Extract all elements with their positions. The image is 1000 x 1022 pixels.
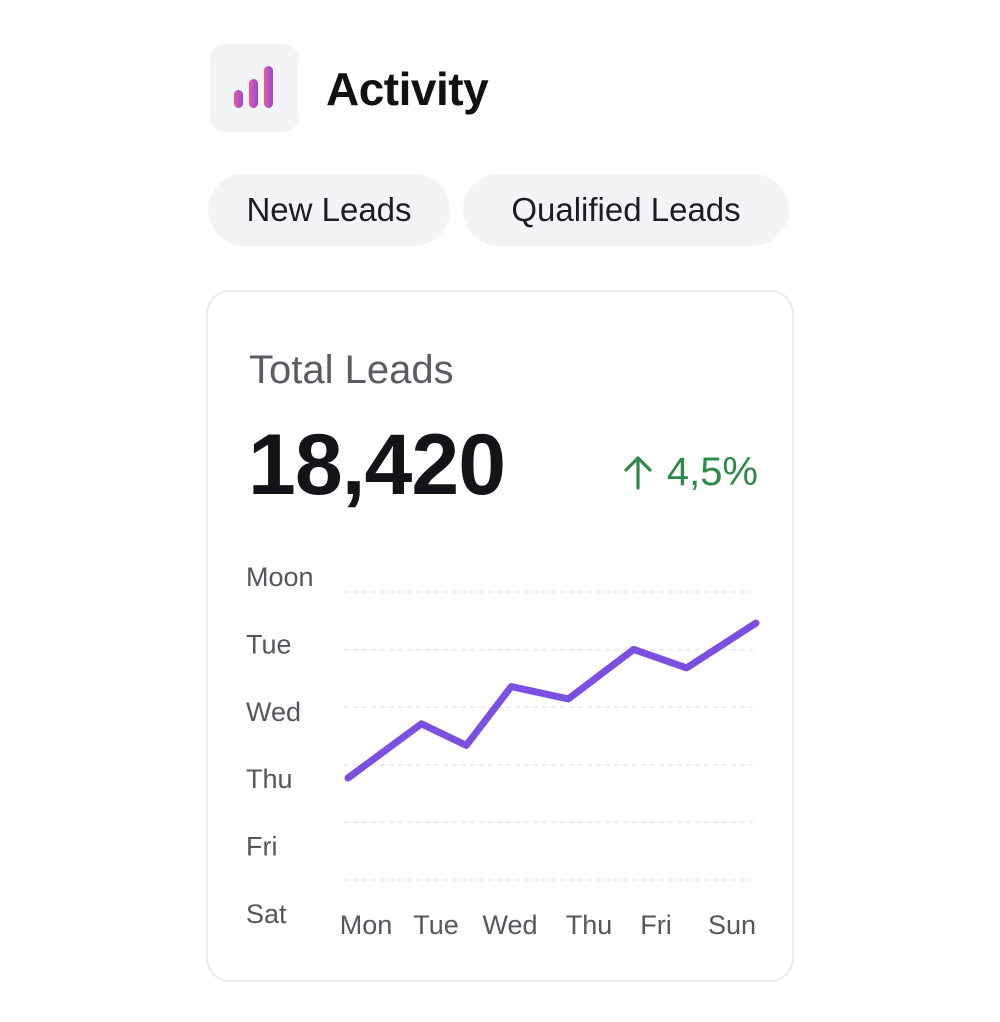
tab-qualified-leads[interactable]: Qualified Leads: [463, 174, 789, 246]
y-tick-label: Tue: [246, 629, 292, 659]
y-tick-label: Wed: [246, 697, 301, 727]
arrow-up-icon: [624, 456, 652, 490]
bar-chart-icon: [234, 66, 273, 108]
leads-line-chart: Moon Tue Wed Thu Fri Sat Mon Tue Wed Thu Fri Sun: [246, 562, 760, 940]
change-indicator: 4,5%: [623, 444, 758, 500]
x-tick-label: Sun: [708, 910, 756, 940]
total-leads-value: 18,420: [248, 417, 506, 513]
x-tick-label: Fri: [640, 910, 671, 940]
app-logo: [210, 44, 298, 132]
y-tick-label: Fri: [246, 832, 277, 862]
series-line: [344, 619, 760, 782]
page-title: Activity: [326, 63, 489, 115]
total-leads-card: Total Leads 18,420 4,5% Moon Tue Wed Thu Fri…: [206, 290, 794, 982]
x-tick-label: Mon: [340, 910, 393, 940]
x-tick-label: Wed: [482, 910, 537, 940]
y-tick-label: Moon: [246, 562, 314, 592]
card-title: Total Leads: [249, 348, 454, 392]
x-tick-label: Tue: [413, 910, 459, 940]
x-tick-label: Thu: [566, 910, 613, 940]
change-percent: 4,5%: [666, 450, 758, 494]
y-tick-label: Sat: [246, 899, 287, 929]
tab-new-leads[interactable]: New Leads: [208, 174, 450, 246]
y-tick-label: Thu: [246, 764, 293, 794]
